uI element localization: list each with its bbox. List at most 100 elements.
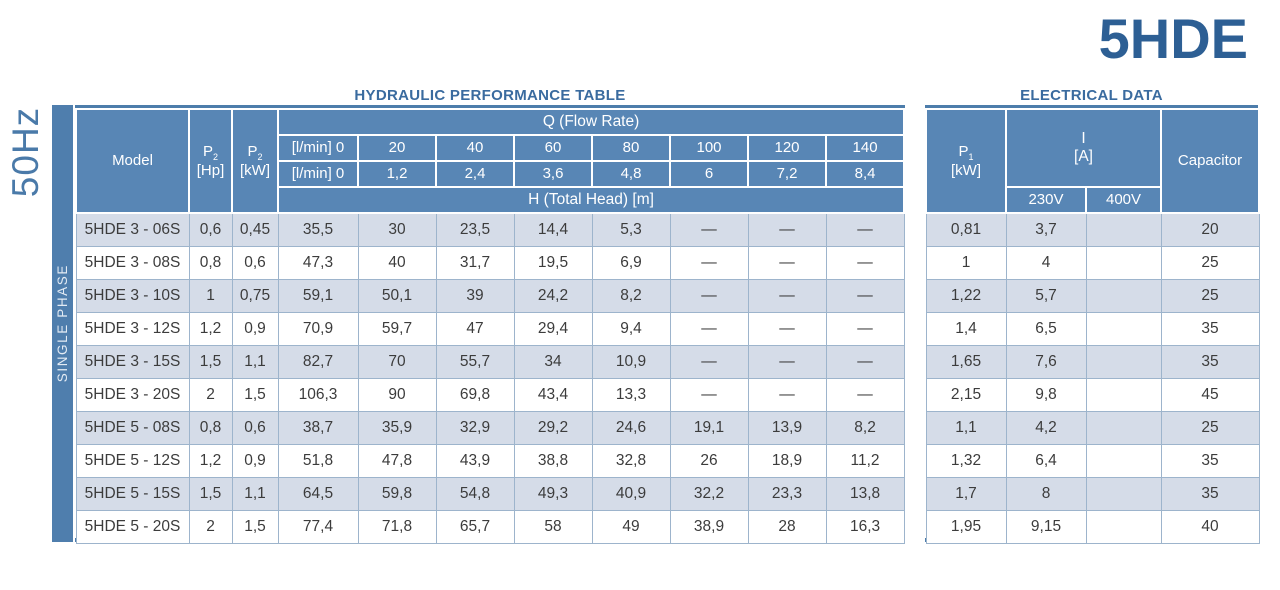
electrical-table: P1 [kW] I [A] Capacitor 230V 400V 0,81: [925, 108, 1261, 544]
head-value-cell: 13,3: [591, 378, 671, 412]
hydraulic-table-head: Model P2 [Hp] P2 [kW] Q (Flow Rate) [l/m…: [75, 108, 906, 214]
electrical-table-row: 1,32 6,4 35: [925, 444, 1260, 478]
head-value-cell: 38,9: [669, 510, 749, 544]
head-value-cell: 49,3: [513, 477, 593, 511]
head-value-cell: —: [669, 312, 749, 346]
head-value-cell: 11,2: [825, 444, 905, 478]
total-head-band-header: H (Total Head) [m]: [276, 186, 906, 214]
capacitor-cell: 45: [1160, 378, 1260, 412]
electrical-table-body: 0,81 3,7 20 1 4 25 1,22 5,7 25: [925, 212, 1260, 544]
head-value-cell: —: [669, 212, 749, 247]
single-phase-label: SINGLE PHASE: [55, 264, 70, 383]
hydraulic-table-row: 5HDE 3 - 10S 1 0,75 59,1 50,1 39 24,2 8,…: [75, 279, 905, 313]
model-cell: 5HDE 3 - 06S: [75, 212, 190, 247]
head-value-cell: 26: [669, 444, 749, 478]
p2-kw-cell: 0,9: [231, 312, 279, 346]
capacitor-cell: 25: [1160, 279, 1260, 313]
head-value-cell: 65,7: [435, 510, 515, 544]
p2-hp-cell: 0,8: [188, 411, 233, 445]
electrical-table-wrap: P1 [kW] I [A] Capacitor 230V 400V 0,81: [925, 105, 1261, 544]
electrical-table-row: 1 4 25: [925, 246, 1260, 280]
head-value-cell: 24,2: [513, 279, 593, 313]
head-value-cell: 64,5: [277, 477, 359, 511]
p1-unit: [kW]: [951, 162, 981, 180]
head-value-cell: 47: [435, 312, 515, 346]
flow-lmin-header: [l/min] 0: [277, 134, 359, 162]
p2-hp-unit: [Hp]: [196, 162, 225, 180]
head-value-cell: 35,9: [357, 411, 437, 445]
p2-hp-cell: 2: [188, 510, 233, 544]
head-value-cell: 54,8: [435, 477, 515, 511]
head-value-cell: 40: [357, 246, 437, 280]
hydraulic-table-row: 5HDE 3 - 20S 2 1,5 106,3 90 69,8 43,4 13…: [75, 378, 905, 412]
head-value-cell: 47,8: [357, 444, 437, 478]
flow-m3h-value: 3,6: [513, 160, 593, 188]
p2-symbol: P2: [202, 142, 219, 162]
hydraulic-table-row: 5HDE 3 - 15S 1,5 1,1 82,7 70 55,7 34 10,…: [75, 345, 905, 379]
p2-hp-cell: 1,2: [188, 312, 233, 346]
head-value-cell: 13,8: [825, 477, 905, 511]
head-value-cell: 28: [747, 510, 827, 544]
head-value-cell: —: [669, 345, 749, 379]
hydraulic-table-title: HYDRAULIC PERFORMANCE TABLE: [354, 87, 626, 104]
current-band-header: I [A]: [1004, 108, 1163, 188]
capacitor-cell: 35: [1160, 444, 1260, 478]
p2-hp-cell: 0,8: [188, 246, 233, 280]
p1-cell: 1,7: [925, 477, 1007, 511]
current-230-cell: 8: [1005, 477, 1087, 511]
p2-hp-column-header: P2 [Hp]: [188, 108, 233, 214]
current-400-cell: [1085, 444, 1162, 478]
p1-column-header: P1 [kW]: [925, 108, 1007, 214]
head-value-cell: 29,4: [513, 312, 593, 346]
single-phase-bar: SINGLE PHASE: [52, 105, 73, 542]
p2-kw-cell: 1,1: [231, 477, 279, 511]
flow-m3h-value: 8,4: [824, 160, 906, 188]
p2-kw-cell: 0,6: [231, 246, 279, 280]
electrical-table-row: 1,65 7,6 35: [925, 345, 1260, 379]
hydraulic-table-row: 5HDE 5 - 12S 1,2 0,9 51,8 47,8 43,9 38,8…: [75, 444, 905, 478]
product-series-logo: 5HDE: [1098, 7, 1248, 70]
head-value-cell: 32,2: [669, 477, 749, 511]
p2-kw-cell: 1,5: [231, 378, 279, 412]
flow-rate-band-header: Q (Flow Rate): [276, 108, 906, 136]
head-value-cell: —: [747, 212, 827, 247]
head-value-cell: —: [747, 345, 827, 379]
current-230-cell: 9,8: [1005, 378, 1087, 412]
head-value-cell: 71,8: [357, 510, 437, 544]
head-value-cell: —: [825, 378, 905, 412]
current-230-cell: 7,6: [1005, 345, 1087, 379]
flow-m3h-value: 1,2: [357, 160, 437, 188]
model-column-header: Model: [75, 108, 190, 214]
head-value-cell: 55,7: [435, 345, 515, 379]
head-value-cell: —: [669, 246, 749, 280]
model-cell: 5HDE 3 - 08S: [75, 246, 190, 280]
model-cell: 5HDE 5 - 20S: [75, 510, 190, 544]
head-value-cell: 47,3: [277, 246, 359, 280]
head-value-cell: 38,8: [513, 444, 593, 478]
head-value-cell: 29,2: [513, 411, 593, 445]
head-value-cell: 19,5: [513, 246, 593, 280]
electrical-table-row: 1,22 5,7 25: [925, 279, 1260, 313]
head-value-cell: 59,8: [357, 477, 437, 511]
head-value-cell: —: [747, 246, 827, 280]
hydraulic-table-body: 5HDE 3 - 06S 0,6 0,45 35,5 30 23,5 14,4 …: [75, 212, 905, 544]
flow-m3h-value: 7,2: [747, 160, 827, 188]
p2-hp-cell: 0,6: [188, 212, 233, 247]
capacitor-cell: 25: [1160, 246, 1260, 280]
head-value-cell: 70: [357, 345, 437, 379]
flow-m3h-value: 6: [669, 160, 749, 188]
current-230-cell: 9,15: [1005, 510, 1087, 544]
voltage-400-header: 400V: [1084, 186, 1163, 214]
hydraulic-table-row: 5HDE 3 - 12S 1,2 0,9 70,9 59,7 47 29,4 9…: [75, 312, 905, 346]
flow-lmin-value: 20: [357, 134, 437, 162]
current-230-cell: 6,4: [1005, 444, 1087, 478]
head-value-cell: 51,8: [277, 444, 359, 478]
model-cell: 5HDE 3 - 12S: [75, 312, 190, 346]
p1-cell: 0,81: [925, 212, 1007, 247]
head-value-cell: 5,3: [591, 212, 671, 247]
current-400-cell: [1085, 477, 1162, 511]
p2-kw-unit: [kW]: [240, 162, 270, 180]
head-value-cell: 32,9: [435, 411, 515, 445]
capacitor-cell: 25: [1160, 411, 1260, 445]
